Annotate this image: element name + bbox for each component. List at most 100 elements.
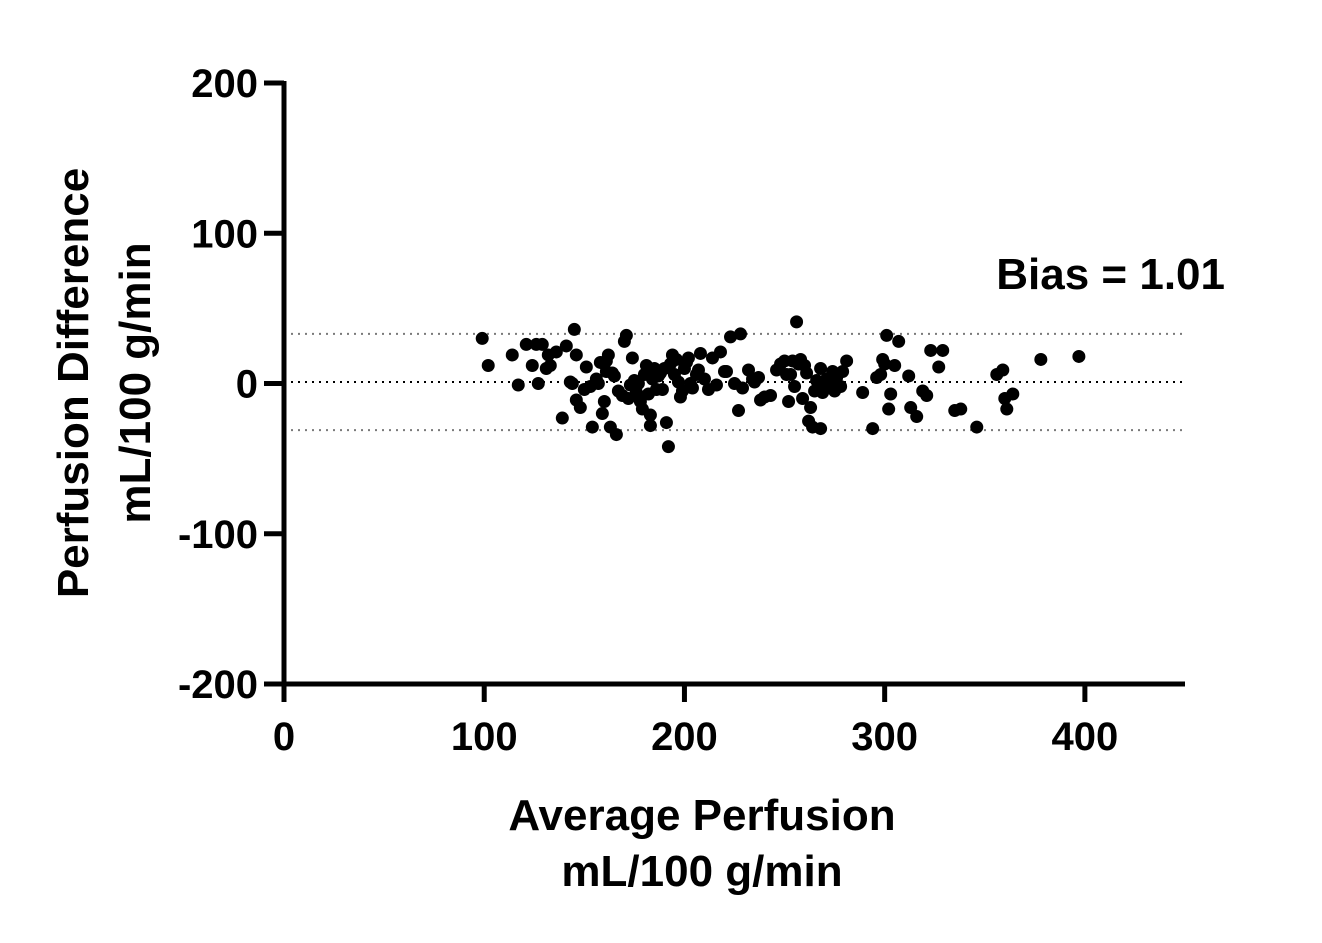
x-tick-label: 300: [851, 715, 918, 759]
data-point: [609, 428, 623, 442]
data-point: [1000, 402, 1014, 416]
data-point: [804, 401, 818, 415]
data-point: [840, 354, 854, 368]
data-point: [874, 367, 888, 381]
y-tick-label: 200: [191, 62, 258, 106]
data-points: [475, 315, 1086, 454]
data-point: [782, 395, 796, 409]
data-point: [559, 339, 573, 353]
data-point: [643, 408, 657, 422]
y-tick-label: 0: [236, 363, 258, 407]
data-point: [719, 364, 733, 378]
data-point: [713, 345, 727, 359]
y-axis-title-line-2: mL/100 g/min: [111, 242, 160, 523]
data-point: [892, 334, 906, 348]
y-ticks: 200 100 0 -100 -200: [178, 62, 284, 707]
data-point: [697, 372, 711, 386]
data-point: [920, 389, 934, 403]
data-point: [525, 358, 539, 372]
y-tick-label: -100: [178, 513, 258, 557]
data-point: [585, 420, 599, 434]
data-point: [788, 380, 802, 394]
data-point: [607, 369, 621, 383]
data-point: [1034, 352, 1048, 366]
data-point: [549, 345, 563, 359]
data-point: [511, 378, 525, 392]
data-point: [595, 407, 609, 421]
data-point: [619, 328, 633, 342]
data-point: [902, 369, 916, 383]
y-axis-title-line-1: Perfusion Difference: [49, 168, 98, 598]
data-point: [924, 343, 938, 357]
x-axis-title: Average Perfusion mL/100 g/min: [508, 791, 895, 896]
x-tick-label: 100: [451, 715, 518, 759]
data-point: [884, 387, 898, 401]
x-tick-label: 400: [1052, 715, 1119, 759]
x-axis-title-line-1: Average Perfusion: [508, 791, 895, 840]
data-point: [567, 322, 581, 336]
data-point: [601, 348, 615, 362]
data-point: [693, 346, 707, 360]
data-point: [709, 378, 723, 392]
data-point: [882, 402, 896, 416]
data-point: [659, 416, 673, 430]
y-tick-label: 100: [191, 212, 258, 256]
data-point: [535, 337, 549, 351]
data-point: [661, 440, 675, 454]
data-point: [936, 343, 950, 357]
data-point: [625, 351, 639, 365]
reference-lines: [284, 332, 1185, 432]
data-point: [834, 380, 848, 394]
data-point: [723, 330, 737, 344]
x-tick-label: 200: [651, 715, 718, 759]
data-point: [814, 361, 828, 375]
data-point: [543, 358, 557, 372]
data-point: [878, 357, 892, 371]
data-point: [970, 420, 984, 434]
data-point: [531, 377, 545, 390]
x-ticks: 0 100 200 300 400: [273, 684, 1118, 759]
y-tick-label: -200: [178, 663, 258, 707]
data-point: [880, 328, 894, 342]
y-axis-title: Perfusion Difference mL/100 g/min: [49, 168, 160, 598]
data-point: [519, 337, 533, 351]
data-point: [836, 364, 850, 378]
data-point: [856, 386, 870, 400]
data-point: [764, 389, 778, 403]
data-point: [565, 377, 579, 390]
data-point: [643, 419, 657, 433]
data-point: [736, 381, 750, 395]
bias-annotation: Bias = 1.01: [996, 250, 1225, 299]
data-point: [579, 360, 593, 374]
data-point: [669, 352, 683, 366]
data-point: [591, 377, 605, 390]
data-point: [866, 422, 880, 436]
data-point: [573, 401, 587, 415]
data-point: [910, 410, 924, 424]
data-point: [569, 348, 583, 362]
data-point: [752, 370, 766, 384]
data-point: [732, 404, 746, 418]
data-point: [796, 392, 810, 406]
data-point: [734, 327, 748, 341]
data-point: [814, 422, 828, 436]
data-point: [784, 367, 798, 381]
data-point: [888, 358, 902, 372]
data-point: [1006, 387, 1020, 401]
data-point: [655, 383, 669, 397]
data-point: [481, 358, 495, 372]
data-point: [800, 366, 814, 380]
x-axis-title-line-2: mL/100 g/min: [561, 847, 842, 896]
data-point: [685, 381, 699, 395]
data-point: [996, 363, 1010, 377]
data-point: [790, 315, 804, 329]
x-tick-label: 0: [273, 715, 295, 759]
data-point: [597, 395, 611, 409]
data-point: [681, 351, 695, 365]
data-point: [954, 402, 968, 416]
data-point: [555, 411, 569, 425]
data-point: [932, 360, 946, 374]
data-point: [505, 348, 519, 362]
data-point: [1072, 349, 1086, 363]
